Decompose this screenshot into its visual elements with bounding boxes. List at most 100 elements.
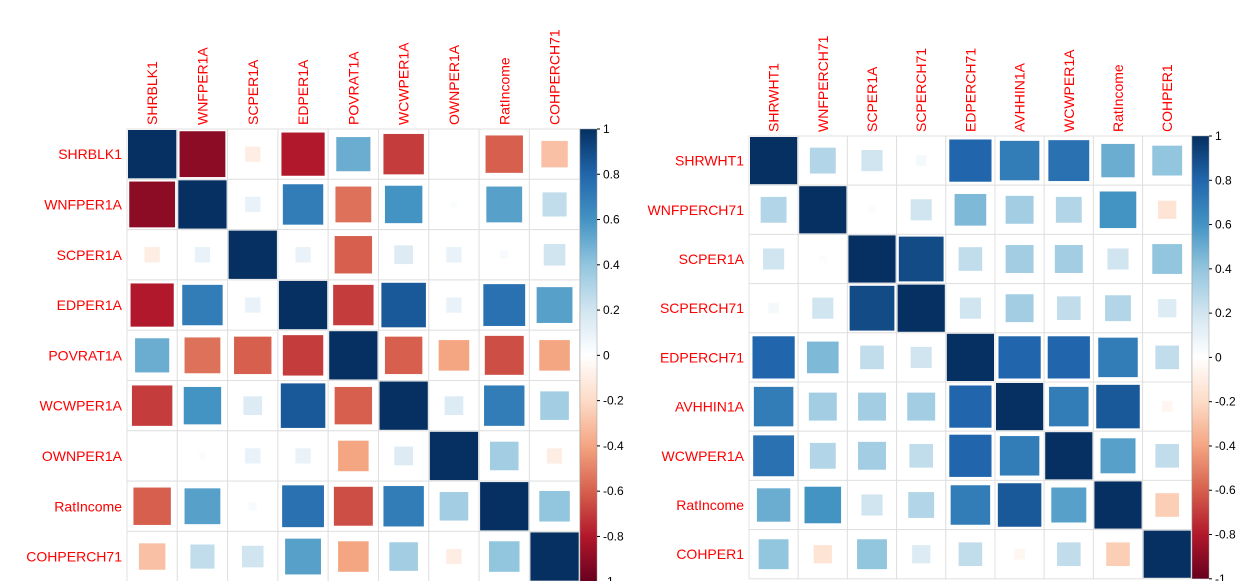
column-label: WNFPER1A bbox=[194, 47, 210, 125]
correlation-square bbox=[243, 396, 263, 416]
colorbar-tick-label: -0.4 bbox=[1215, 439, 1236, 453]
row-label: EDPER1A bbox=[57, 297, 123, 313]
correlation-square bbox=[753, 435, 795, 477]
correlation-square bbox=[446, 297, 462, 313]
correlation-square bbox=[245, 196, 261, 213]
correlation-square bbox=[329, 331, 378, 380]
column-label: POVRAT1A bbox=[345, 51, 361, 125]
correlation-square bbox=[861, 150, 883, 172]
correlation-square bbox=[808, 392, 837, 421]
correlation-square bbox=[383, 486, 424, 527]
row-label: COHPER1 bbox=[676, 546, 744, 562]
correlation-square bbox=[910, 346, 932, 368]
colorbar-tick-label: -1 bbox=[603, 575, 614, 581]
correlation-square bbox=[1158, 299, 1177, 318]
correlation-square bbox=[536, 287, 573, 323]
correlation-square bbox=[997, 483, 1042, 527]
correlation-square bbox=[539, 490, 570, 522]
correlation-square bbox=[1155, 444, 1179, 468]
correlation-square bbox=[946, 333, 994, 381]
colorbar-tick-label: -0.6 bbox=[1215, 483, 1236, 497]
correlation-square bbox=[295, 448, 311, 464]
column-label: WNFPERCH71 bbox=[815, 35, 831, 132]
correlation-square bbox=[768, 302, 779, 314]
correlation-square bbox=[334, 236, 373, 274]
correlation-square bbox=[394, 446, 414, 466]
correlation-square bbox=[1155, 345, 1179, 370]
correlation-square bbox=[282, 485, 324, 528]
correlation-square bbox=[1005, 245, 1034, 273]
correlation-square bbox=[999, 436, 1040, 476]
colorbar bbox=[579, 128, 598, 582]
colorbar-tick-label: -0.8 bbox=[603, 529, 624, 543]
correlation-square bbox=[915, 155, 927, 166]
correlation-square bbox=[183, 386, 222, 425]
correlation-square bbox=[333, 486, 373, 526]
correlation-square bbox=[1143, 530, 1191, 578]
correlation-square bbox=[753, 386, 794, 427]
column-label: EDPER1A bbox=[295, 59, 311, 125]
correlation-square bbox=[429, 431, 479, 481]
correlation-square bbox=[999, 140, 1040, 181]
correlation-square bbox=[861, 494, 883, 516]
row-label: POVRAT1A bbox=[48, 347, 122, 363]
correlation-square bbox=[849, 285, 895, 331]
colorbar-tick-label: 0.6 bbox=[1215, 218, 1232, 232]
correlation-square bbox=[1057, 296, 1081, 320]
correlation-square bbox=[1054, 245, 1083, 273]
correlation-square bbox=[488, 541, 520, 572]
row-label: AVHHIN1A bbox=[675, 399, 745, 415]
correlation-square bbox=[909, 444, 933, 468]
correlation-square bbox=[1005, 294, 1034, 323]
correlation-square bbox=[381, 282, 426, 328]
correlation-square bbox=[128, 130, 177, 179]
correlation-square bbox=[530, 532, 579, 581]
correlation-square bbox=[1045, 432, 1093, 480]
correlation-square bbox=[338, 440, 369, 472]
correlation-square bbox=[541, 140, 568, 168]
colorbar-tick-label: -0.4 bbox=[603, 439, 624, 453]
colorbar-tick-label: 0 bbox=[603, 348, 610, 362]
correlation-square bbox=[450, 201, 458, 208]
correlation-square bbox=[131, 385, 173, 426]
column-label: RatIncome bbox=[1110, 64, 1126, 132]
correlation-square bbox=[898, 236, 944, 282]
colorbar-tick-label: 0.8 bbox=[603, 167, 620, 181]
row-label: COHPERCH71 bbox=[26, 549, 122, 565]
correlation-square bbox=[760, 196, 787, 223]
correlation-square bbox=[954, 193, 987, 226]
correlation-square bbox=[144, 247, 160, 263]
correlation-square bbox=[752, 336, 795, 379]
correlation-square bbox=[485, 135, 523, 173]
column-label: COHPERCH71 bbox=[547, 29, 563, 125]
colorbar-tick-label: 0.2 bbox=[603, 303, 620, 317]
correlation-square bbox=[1005, 195, 1034, 224]
correlation-square bbox=[1155, 493, 1179, 517]
correlation-square bbox=[389, 542, 418, 571]
correlation-square bbox=[130, 283, 174, 327]
heatmap-panel-2: SHRWHT1 WNFPERCH71 SCPER1A SCPERCH71 EDPERCH… bbox=[648, 35, 1236, 585]
correlation-square bbox=[809, 147, 836, 174]
colorbar-tick-label: -0.2 bbox=[1215, 395, 1236, 409]
colorbar-tick-label: 0.2 bbox=[1215, 306, 1232, 320]
correlation-square bbox=[959, 297, 981, 319]
correlation-square bbox=[799, 186, 847, 234]
correlation-square bbox=[241, 545, 264, 568]
correlation-square bbox=[248, 502, 257, 511]
correlation-square bbox=[996, 383, 1044, 431]
colorbar-tick-label: 1 bbox=[1215, 129, 1222, 143]
correlation-square bbox=[1098, 337, 1138, 378]
correlation-square bbox=[546, 448, 563, 464]
correlation-square bbox=[950, 485, 991, 525]
correlation-square bbox=[543, 243, 566, 266]
correlation-square bbox=[1152, 145, 1183, 176]
row-label: WNFPER1A bbox=[44, 196, 122, 212]
grid-cell bbox=[428, 128, 480, 180]
correlation-square bbox=[912, 545, 931, 564]
grid-cell bbox=[126, 430, 178, 482]
correlation-square bbox=[438, 340, 470, 371]
row-label: SHRWHT1 bbox=[675, 153, 744, 169]
column-label: WCWPER1A bbox=[1061, 49, 1077, 132]
correlation-square bbox=[182, 284, 223, 326]
